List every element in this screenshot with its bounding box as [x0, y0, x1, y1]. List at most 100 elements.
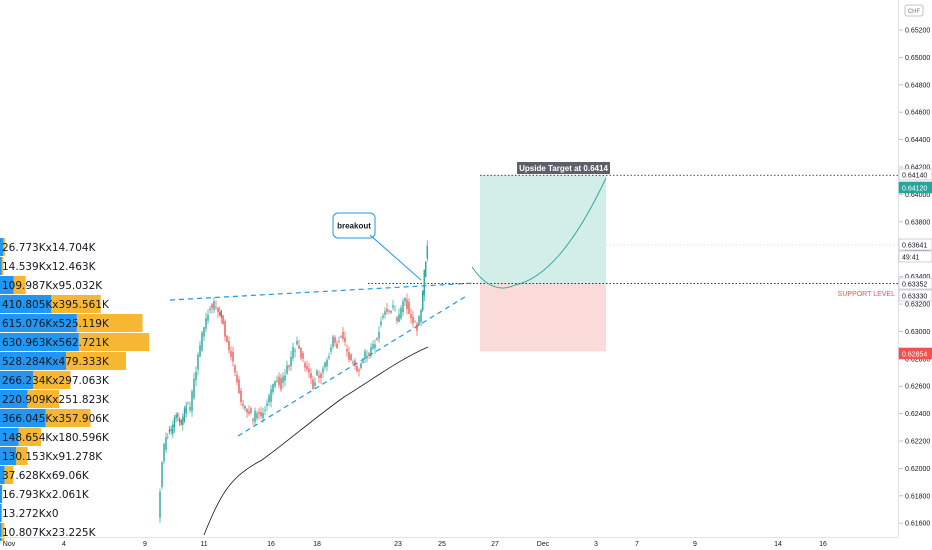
candle-body	[219, 312, 221, 316]
candle-body	[296, 340, 298, 345]
candle-body	[418, 316, 420, 326]
candle-body	[284, 375, 286, 381]
candle-body	[300, 348, 302, 358]
candle-body	[402, 301, 404, 313]
y-tick-label: 0.63400	[905, 274, 930, 281]
time-axis[interactable]: Nov 4 9 11 16 18 23 25 27 Dec 3 7 9 14 16	[3, 541, 827, 548]
price-tag: 0.64120	[898, 181, 932, 194]
breakout-callout-pointer	[369, 234, 422, 281]
candle-body	[318, 375, 320, 378]
volume-bar-buy	[0, 257, 2, 275]
candle-body	[173, 417, 176, 428]
candle-body	[260, 412, 262, 417]
price-tag: 0.63352	[898, 277, 932, 290]
loss-zone[interactable]	[480, 283, 606, 352]
candle-body	[426, 245, 428, 259]
candle-body	[374, 344, 376, 348]
price-tag-text: 0.64120	[902, 185, 927, 192]
candle-body	[420, 310, 422, 323]
candle-body	[213, 301, 215, 310]
candle-body	[360, 363, 362, 369]
candle-body	[203, 327, 205, 337]
candle-body	[180, 420, 182, 426]
volume-label: 14.539Kx12.463K	[2, 261, 97, 273]
candle-body	[370, 347, 372, 356]
candle-body	[195, 371, 197, 380]
y-tick-label: 0.63000	[905, 329, 930, 336]
x-tick-label: 4	[62, 541, 66, 548]
support-level-label: SUPPORT LEVEL	[838, 291, 895, 298]
candle-body	[362, 360, 364, 364]
candle-body	[197, 354, 199, 370]
candle-body	[342, 331, 344, 339]
price-tag-box	[898, 277, 932, 290]
candle-body	[368, 353, 370, 355]
x-tick-label: 25	[438, 541, 446, 548]
volume-bar-sell	[16, 447, 28, 465]
y-tick-label: 0.64600	[905, 110, 930, 117]
candle-body	[425, 261, 427, 277]
volume-bar-buy	[0, 409, 46, 427]
candle-body	[354, 360, 356, 366]
candle-body	[182, 416, 184, 425]
price-tag-box	[898, 168, 932, 181]
volume-label: 148.654Kx180.596K	[2, 432, 110, 444]
candle-body	[336, 343, 338, 349]
x-tick-label: 27	[491, 541, 499, 548]
price-tag: 0.63641	[898, 238, 932, 251]
price-tag-box	[898, 238, 932, 251]
candle-body	[416, 323, 418, 331]
volume-label: 130.153Kx91.278K	[2, 451, 103, 463]
candle-body	[209, 308, 211, 311]
candle-body	[215, 306, 217, 308]
candle-body	[230, 351, 232, 357]
price-tag: 49:41	[898, 250, 932, 263]
candle-body	[163, 443, 165, 462]
candle-body	[364, 351, 366, 359]
volume-bar-sell	[33, 371, 71, 389]
candle-body	[340, 336, 342, 337]
volume-profile: 26.773Kx14.704K 14.539Kx12.463K 109.987Kx9…	[0, 238, 150, 541]
breakout-callout-box	[332, 212, 376, 239]
volume-bar-buy	[0, 276, 14, 294]
candlesticks	[159, 240, 428, 524]
candle-body	[348, 352, 350, 360]
volume-bar-buy	[0, 333, 79, 351]
candle-body	[161, 462, 163, 488]
price-tag-text: 0.64140	[902, 172, 927, 179]
candle-body	[406, 299, 408, 309]
price-labels: 0.64140 0.64120 0.63641 49:41 0.63352 0.63330…	[898, 168, 932, 360]
volume-bar-buy	[0, 371, 34, 389]
y-tick-label: 0.65200	[905, 28, 930, 35]
candle-body	[328, 356, 330, 358]
candle-body	[201, 332, 203, 351]
candle-body	[264, 410, 266, 411]
candle-body	[288, 365, 290, 368]
long-position-tool[interactable]	[480, 175, 606, 352]
candle-body	[207, 314, 209, 321]
volume-bar-buy	[0, 523, 2, 541]
candle-body	[244, 405, 246, 409]
volume-bar-sell	[1, 523, 5, 541]
candle-body	[205, 318, 207, 329]
volume-label: 109.987Kx95.032K	[2, 280, 103, 292]
currency-badge: CHF	[904, 4, 924, 17]
annotations: breakout Upside Target at 0.6414 SUPPORT L…	[332, 162, 895, 298]
volume-label: 630.963Kx562.721K	[2, 337, 110, 349]
candle-body	[185, 405, 187, 414]
candle-body	[234, 365, 236, 373]
candle-body	[334, 337, 336, 343]
candle-body	[226, 335, 228, 342]
breakout-label: breakout	[337, 222, 371, 231]
x-tick-label: 3	[594, 541, 598, 548]
volume-bar-buy	[0, 238, 4, 256]
volume-bar-buy	[0, 485, 3, 503]
profit-zone[interactable]	[480, 175, 606, 284]
candle-body	[189, 406, 191, 411]
candle-body	[350, 354, 352, 361]
candle-body	[254, 410, 256, 422]
candle-body	[306, 366, 308, 370]
volume-bar-buy	[0, 466, 5, 484]
candle-body	[316, 370, 318, 376]
